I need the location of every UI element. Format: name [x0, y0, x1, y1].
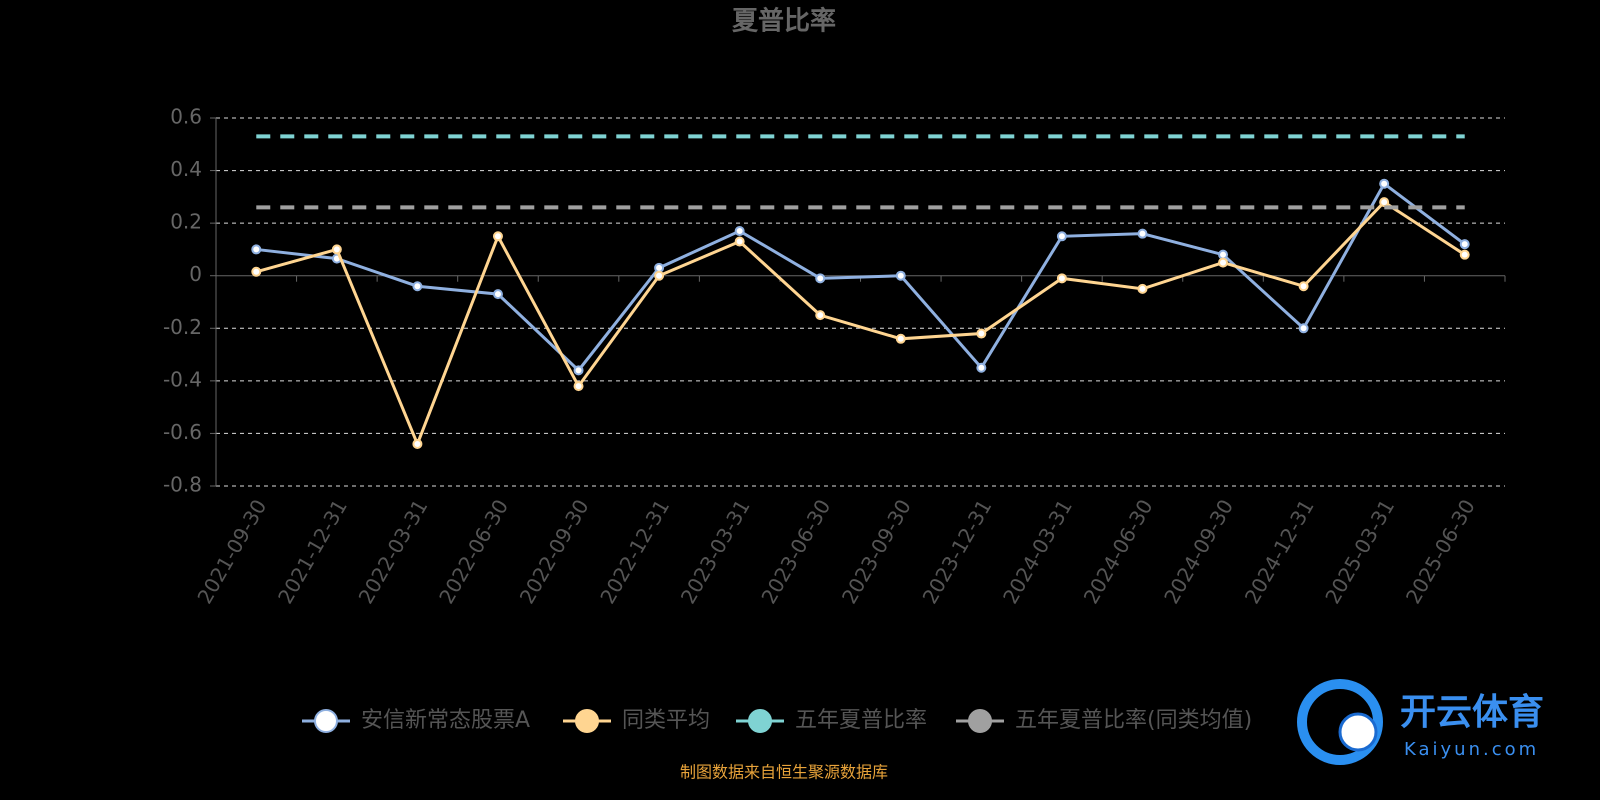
point — [492, 231, 503, 242]
point — [573, 381, 584, 392]
y-tick-label: -0.2 — [163, 315, 202, 339]
point — [1459, 249, 1470, 260]
x-tick-label: 2024-09-30 — [1159, 495, 1238, 608]
x-tick-label: 2024-03-31 — [998, 495, 1077, 608]
point — [895, 333, 906, 344]
legend-item: 安信新常态股票A — [302, 708, 530, 733]
point — [1056, 273, 1067, 284]
point — [895, 270, 906, 281]
source-note: 制图数据来自恒生聚源数据库 — [680, 763, 888, 782]
x-tick-label: 2024-12-31 — [1240, 495, 1319, 608]
legend-marker — [575, 709, 599, 733]
watermark: 开云体育 Kaiyun.com — [1297, 679, 1544, 765]
logo-ring — [1297, 679, 1383, 765]
legend-marker — [968, 709, 992, 733]
watermark-name: 开云体育 — [1400, 692, 1544, 733]
legend-label: 五年夏普比率 — [795, 708, 927, 733]
series-line — [255, 200, 1466, 448]
x-tick-label: 2021-09-30 — [192, 495, 271, 608]
point — [573, 365, 584, 376]
legend-label: 安信新常态股票A — [361, 708, 530, 733]
point — [976, 328, 987, 339]
legend-item: 五年夏普比率(同类均值) — [956, 708, 1252, 733]
y-tick-label: -0.6 — [163, 420, 202, 444]
point — [1218, 249, 1229, 260]
x-tick-label: 2023-06-30 — [756, 495, 835, 608]
point — [734, 236, 745, 247]
x-tick-label: 2021-12-31 — [273, 495, 352, 608]
point — [1056, 231, 1067, 242]
point — [1298, 281, 1309, 292]
point — [1218, 257, 1229, 268]
point — [815, 310, 826, 321]
x-tick-label: 2024-06-30 — [1079, 495, 1158, 608]
point — [1137, 228, 1148, 239]
point — [976, 362, 987, 373]
legend-marker — [748, 709, 772, 733]
x-tick-label: 2023-12-31 — [918, 495, 997, 608]
chart-title: 夏普比率 — [732, 6, 836, 37]
x-tick-label: 2023-09-30 — [837, 495, 916, 608]
watermark-url: Kaiyun.com — [1404, 739, 1539, 760]
point — [1137, 283, 1148, 294]
point — [815, 273, 826, 284]
legend-label: 同类平均 — [622, 708, 710, 733]
point — [654, 262, 665, 273]
y-tick-label: 0.4 — [170, 157, 202, 181]
point — [412, 281, 423, 292]
point — [251, 266, 262, 277]
y-tick-label: 0 — [189, 262, 202, 286]
point — [331, 244, 342, 255]
point — [734, 226, 745, 237]
point — [492, 289, 503, 300]
legend-label: 五年夏普比率(同类均值) — [1015, 708, 1252, 733]
legend-item: 同类平均 — [563, 708, 710, 733]
x-tick-label: 2022-06-30 — [434, 495, 513, 608]
series-line — [256, 181, 1466, 373]
y-tick-label: 0.2 — [170, 210, 202, 234]
point — [1379, 178, 1390, 189]
point — [654, 270, 665, 281]
legend-marker — [314, 709, 338, 733]
y-tick-label: 0.6 — [170, 105, 202, 129]
y-tick-label: -0.4 — [163, 367, 202, 391]
point — [412, 438, 423, 449]
y-tick-label: -0.8 — [163, 473, 202, 497]
x-tick-label: 2022-09-30 — [515, 495, 594, 608]
x-tick-label: 2022-03-31 — [354, 495, 433, 608]
x-tick-label: 2025-03-31 — [1320, 495, 1399, 608]
x-tick-label: 2025-06-30 — [1401, 495, 1480, 608]
x-tick-label: 2022-12-31 — [595, 495, 674, 608]
point — [251, 244, 262, 255]
point — [1379, 197, 1390, 208]
x-tick-label: 2023-03-31 — [676, 495, 755, 608]
point — [1298, 323, 1309, 334]
legend-item: 五年夏普比率 — [736, 708, 927, 733]
logo-ball — [1338, 712, 1378, 752]
point — [1459, 239, 1470, 250]
